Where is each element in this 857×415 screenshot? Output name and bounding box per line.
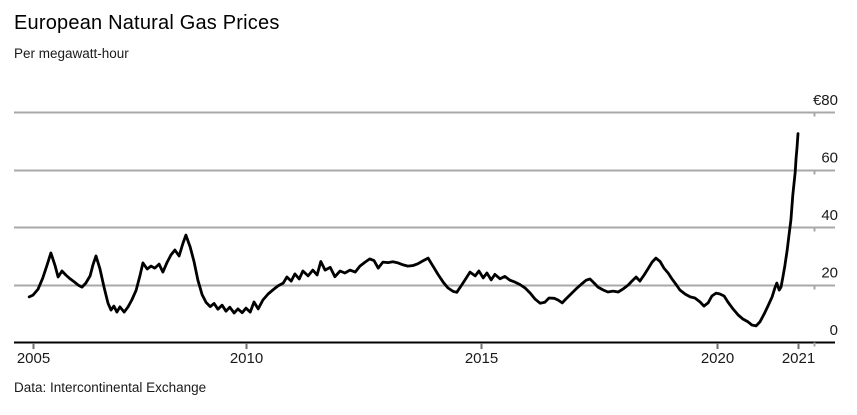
chart-title: European Natural Gas Prices — [14, 12, 280, 34]
y-axis-label: 60 — [821, 150, 838, 167]
source-label: Data: Intercontinental Exchange — [14, 380, 207, 395]
x-axis-label: 2005 — [17, 350, 50, 367]
price-line — [27, 132, 800, 328]
x-axis-label: 2010 — [230, 350, 263, 367]
y-axis-label: 40 — [821, 207, 838, 224]
y-axis-label: €80 — [813, 92, 838, 109]
y-axis-label: 0 — [830, 322, 838, 339]
x-axis-label: 2021 — [782, 350, 815, 367]
y-axis-label: 20 — [821, 265, 838, 282]
x-axis-label: 2020 — [701, 350, 734, 367]
x-axis-label: 2015 — [465, 350, 498, 367]
chart-subtitle: Per megawatt-hour — [14, 46, 129, 61]
